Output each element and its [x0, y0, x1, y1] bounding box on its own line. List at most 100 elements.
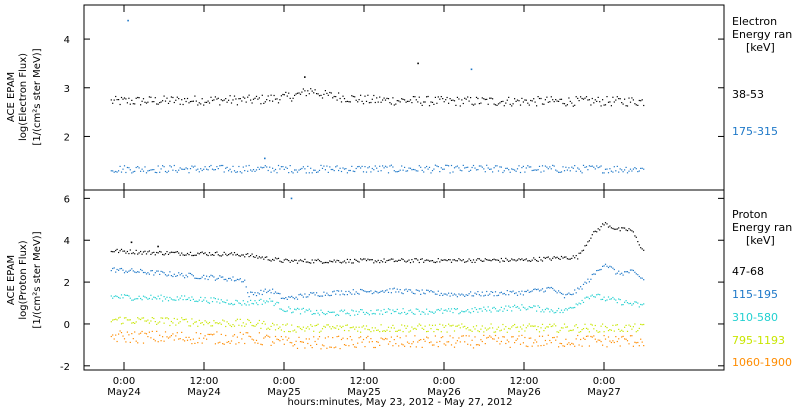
data-point — [505, 167, 507, 169]
data-point — [527, 289, 529, 291]
data-point — [305, 327, 307, 329]
data-point — [173, 339, 175, 341]
data-point — [273, 259, 275, 261]
data-point — [213, 169, 215, 171]
data-point — [340, 262, 343, 264]
data-point — [153, 169, 155, 171]
data-point — [213, 320, 215, 322]
data-point — [154, 97, 156, 99]
data-point — [204, 252, 206, 254]
data-point — [260, 298, 262, 300]
data-point — [357, 313, 359, 315]
data-point — [472, 164, 475, 167]
data-point — [470, 344, 472, 346]
data-point — [541, 260, 544, 262]
data-point — [357, 292, 359, 294]
data-point — [525, 99, 527, 101]
data-point — [541, 103, 544, 105]
data-point — [294, 329, 296, 331]
data-point — [421, 327, 423, 329]
data-point — [496, 310, 498, 312]
data-point — [324, 90, 326, 92]
data-point — [248, 164, 250, 167]
data-point — [313, 313, 315, 315]
data-point — [160, 270, 162, 272]
data-point — [332, 168, 334, 171]
data-point — [156, 270, 158, 272]
data-point — [493, 103, 495, 105]
data-point — [508, 169, 510, 171]
data-point — [338, 260, 340, 262]
data-point — [113, 251, 115, 253]
data-point — [398, 259, 400, 261]
data-point — [371, 259, 373, 261]
data-point — [377, 170, 379, 172]
data-point — [178, 322, 180, 324]
data-point — [181, 331, 183, 333]
data-point — [367, 258, 369, 260]
data-point — [477, 291, 479, 293]
data-point — [512, 325, 514, 327]
data-point — [477, 97, 479, 100]
data-point — [552, 325, 554, 327]
data-point — [279, 308, 281, 310]
data-point — [194, 342, 196, 344]
data-point — [289, 165, 291, 167]
data-point — [616, 302, 618, 304]
data-point — [387, 308, 390, 310]
data-point — [332, 291, 334, 293]
data-point — [272, 288, 274, 290]
data-point — [204, 278, 206, 280]
data-point — [206, 338, 208, 340]
data-point — [207, 301, 209, 304]
data-point — [219, 275, 221, 277]
data-point — [603, 331, 605, 333]
data-point — [395, 103, 397, 105]
data-point — [189, 168, 192, 170]
data-point — [538, 331, 541, 333]
data-point — [305, 261, 307, 263]
data-point — [616, 228, 618, 230]
data-point — [142, 251, 145, 253]
data-point — [412, 168, 414, 171]
data-point — [477, 169, 479, 171]
data-point — [439, 261, 441, 263]
data-point — [467, 96, 469, 98]
data-point — [291, 312, 293, 314]
data-point — [207, 100, 209, 102]
data-point — [480, 328, 482, 330]
data-point — [450, 325, 453, 327]
data-point — [423, 171, 425, 173]
data-point — [188, 272, 190, 274]
data-point — [568, 97, 570, 99]
data-point — [110, 270, 112, 272]
data-point — [181, 272, 183, 275]
data-point — [445, 164, 447, 166]
data-point — [471, 339, 473, 341]
data-point — [566, 293, 568, 295]
data-point — [291, 259, 293, 262]
data-point — [266, 328, 268, 330]
data-point — [525, 290, 527, 293]
data-point — [125, 270, 127, 272]
data-point — [448, 102, 450, 104]
data-point — [160, 317, 162, 319]
data-point — [571, 257, 573, 259]
data-point — [414, 258, 416, 260]
data-point — [508, 294, 510, 296]
data-point — [200, 277, 202, 280]
data-point — [248, 319, 250, 322]
data-point — [181, 252, 183, 254]
data-point — [270, 300, 272, 302]
data-point — [131, 172, 133, 174]
data-point — [468, 293, 470, 295]
data-point — [211, 99, 214, 102]
data-point — [484, 327, 486, 329]
data-point — [299, 293, 302, 295]
data-point — [295, 259, 297, 261]
data-point — [566, 309, 568, 311]
proton-legend-title-2: Energy ran — [732, 221, 792, 234]
data-point — [487, 259, 489, 261]
data-point — [546, 256, 548, 259]
data-point — [213, 276, 215, 278]
